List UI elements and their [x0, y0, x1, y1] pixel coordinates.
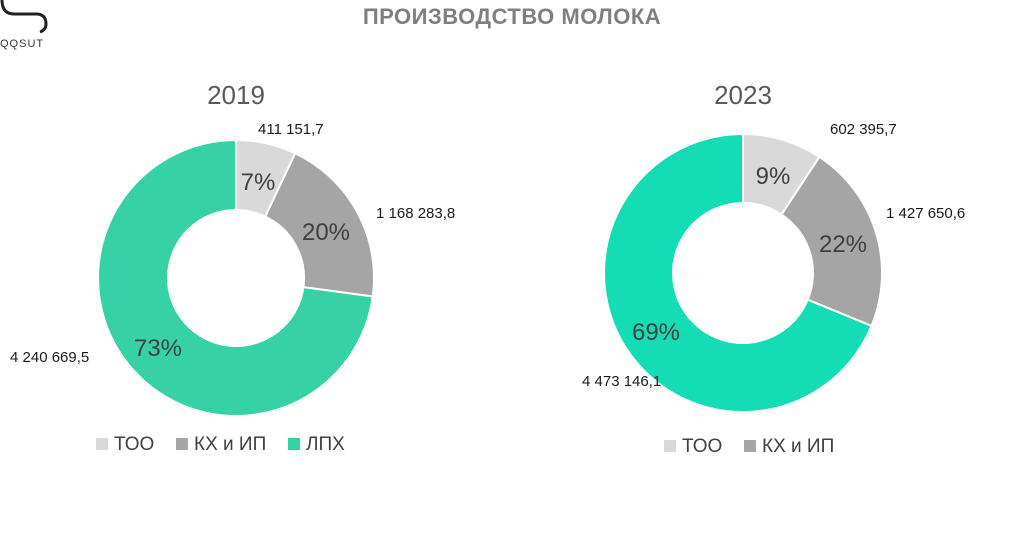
- percent-label: 22%: [819, 231, 867, 258]
- legend-swatch: [96, 438, 108, 450]
- value-label: 411 151,7: [258, 121, 324, 138]
- legend-swatch: [744, 440, 756, 452]
- percent-label: 9%: [756, 163, 791, 190]
- chart-title: 2023: [714, 80, 772, 110]
- percent-label: 7%: [241, 169, 276, 196]
- legend-label: ТОО: [682, 436, 722, 457]
- percent-label: 20%: [302, 219, 350, 246]
- legend-swatch: [288, 438, 300, 450]
- legend-swatch: [664, 440, 676, 452]
- legend-label: КХ и ИП: [762, 436, 834, 457]
- logo-icon: [0, 0, 48, 34]
- value-label: 602 395,7: [830, 121, 897, 138]
- page-title: ПРОИЗВОДСТВО МОЛОКА: [362, 4, 662, 29]
- value-label: 4 473 146,1: [582, 373, 661, 390]
- donut-chart-2019: [97, 138, 375, 417]
- slice-КХ и ИП: [263, 152, 375, 298]
- percent-label: 69%: [632, 319, 680, 346]
- legend-label: КХ и ИП: [194, 434, 266, 455]
- percent-label: 73%: [134, 335, 182, 362]
- value-label: 1 168 283,8: [376, 205, 455, 222]
- chart-title: 2019: [207, 80, 265, 110]
- legend-label: ТОО: [114, 434, 154, 455]
- slice-КХ и ИП: [780, 155, 883, 328]
- value-label: 4 240 669,5: [10, 349, 89, 366]
- legend-swatch: [176, 438, 188, 450]
- slice-ЛПХ: [97, 138, 374, 417]
- value-label: 1 427 650,6: [886, 205, 965, 222]
- donut-chart-2023: [603, 132, 883, 413]
- legend-label: ЛПХ: [306, 434, 345, 455]
- logo-text: QQSUT: [0, 38, 45, 50]
- slice-ЛПХ: [603, 132, 873, 413]
